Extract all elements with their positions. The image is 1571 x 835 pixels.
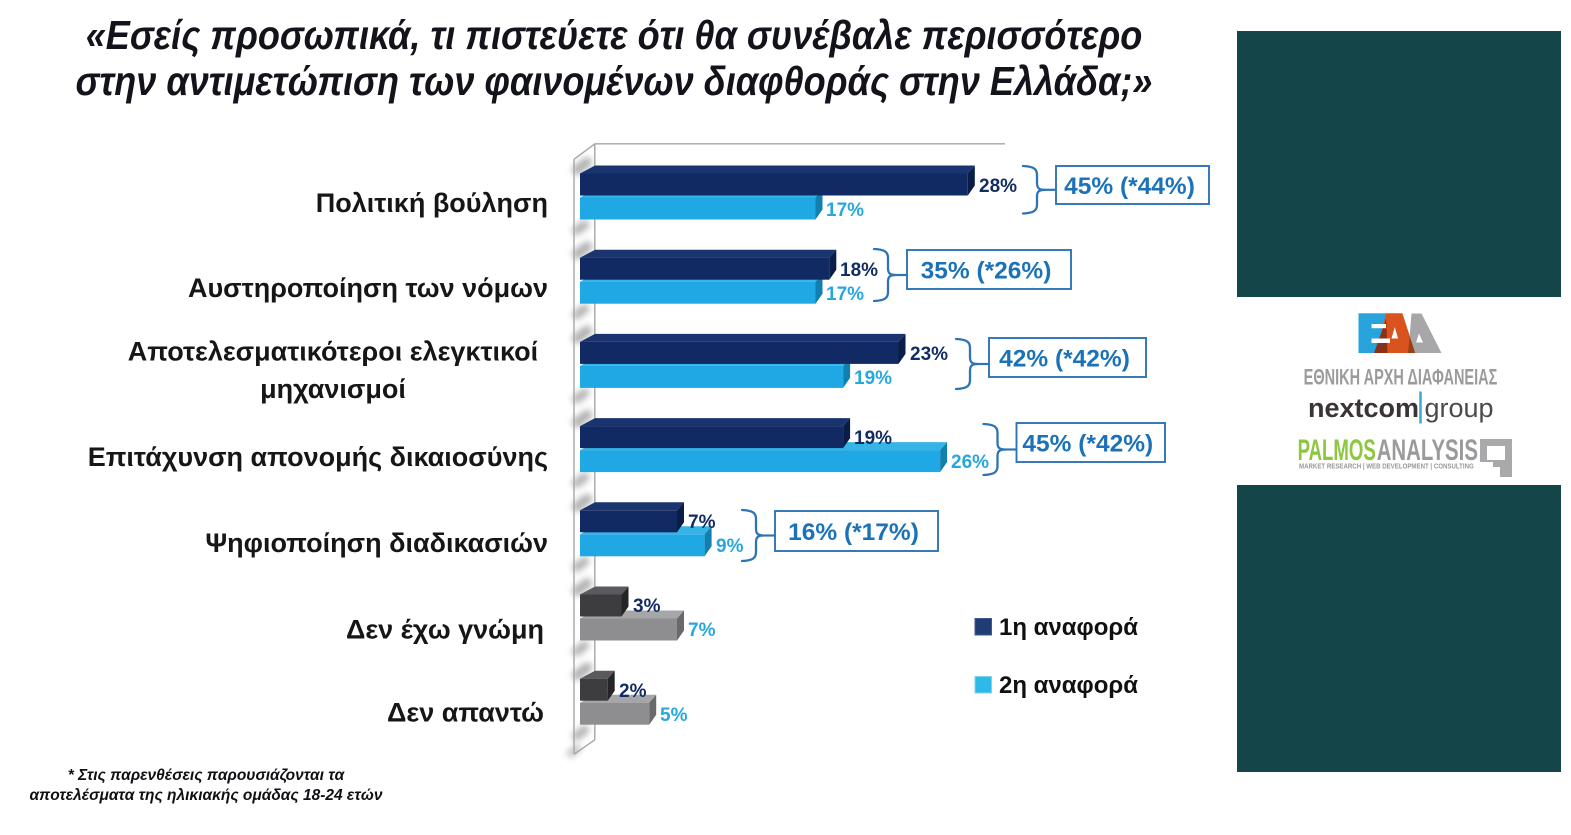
svg-text:Αποτελεσματικότεροι ελεγκτικοί: Αποτελεσματικότεροι ελεγκτικοί — [128, 337, 538, 367]
svg-text:μηχανισμοί: μηχανισμοί — [260, 374, 406, 404]
svg-text:35% (*26%): 35% (*26%) — [921, 258, 1052, 285]
svg-text:18%: 18% — [840, 260, 878, 281]
svg-text:Δεν απαντώ: Δεν απαντώ — [387, 698, 544, 728]
svg-text:26%: 26% — [951, 452, 989, 473]
svg-text:45% (*44%): 45% (*44%) — [1064, 173, 1195, 200]
svg-text:7%: 7% — [688, 620, 716, 641]
svg-text:16% (*17%): 16% (*17%) — [788, 519, 919, 546]
svg-text:PALMOS: PALMOS — [1298, 434, 1376, 468]
svg-text:17%: 17% — [826, 284, 864, 305]
svg-text:28%: 28% — [979, 176, 1017, 197]
svg-text:group: group — [1425, 393, 1494, 423]
svg-text:19%: 19% — [854, 368, 892, 389]
svg-text:9%: 9% — [716, 536, 744, 557]
svg-text:Ψηφιοποίηση διαδικασιών: Ψηφιοποίηση διαδικασιών — [205, 528, 548, 558]
svg-text:23%: 23% — [910, 344, 948, 365]
svg-text:5%: 5% — [660, 705, 688, 726]
svg-text:45% (*42%): 45% (*42%) — [1022, 431, 1153, 458]
svg-text:nextcom: nextcom — [1308, 393, 1419, 423]
svg-text:ANALYSIS: ANALYSIS — [1377, 434, 1478, 467]
svg-text:Επιτάχυνση απονομής δικαιοσύνη: Επιτάχυνση απονομής δικαιοσύνης — [88, 442, 548, 472]
svg-text:2%: 2% — [619, 681, 647, 702]
svg-text:Αυστηροποίηση των νόμων: Αυστηροποίηση των νόμων — [188, 273, 548, 303]
svg-text:ΕΘΝΙΚΗ ΑΡΧΗ ΔΙΑΦΑΝΕΙΑΣ: ΕΘΝΙΚΗ ΑΡΧΗ ΔΙΑΦΑΝΕΙΑΣ — [1304, 364, 1498, 389]
svg-text:1η αναφορά: 1η αναφορά — [999, 614, 1138, 641]
svg-text:42% (*42%): 42% (*42%) — [999, 346, 1130, 373]
svg-text:17%: 17% — [826, 200, 864, 221]
svg-text:Δεν έχω γνώμη: Δεν έχω γνώμη — [346, 615, 544, 645]
svg-text:3%: 3% — [633, 596, 661, 617]
svg-text:19%: 19% — [854, 428, 892, 449]
svg-text:Πολιτική βούληση: Πολιτική βούληση — [316, 188, 548, 218]
svg-text:2η αναφορά: 2η αναφορά — [999, 672, 1138, 699]
svg-text:7%: 7% — [688, 512, 716, 533]
svg-text:MARKET RESEARCH | WEB DEVELOPM: MARKET RESEARCH | WEB DEVELOPMENT | CONS… — [1299, 463, 1474, 470]
